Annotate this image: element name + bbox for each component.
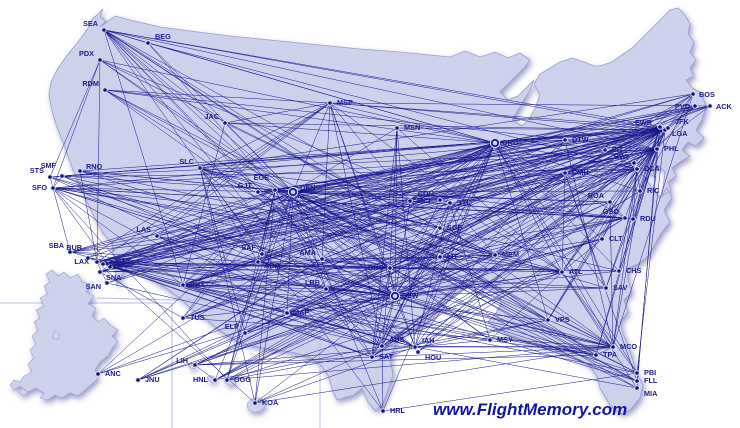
svg-text:PHL: PHL bbox=[664, 144, 679, 153]
svg-text:JNU: JNU bbox=[145, 375, 160, 384]
svg-text:GJT: GJT bbox=[238, 181, 253, 190]
svg-text:MSN: MSN bbox=[404, 123, 420, 132]
svg-text:SAF: SAF bbox=[241, 243, 256, 252]
svg-text:LGA: LGA bbox=[672, 129, 688, 138]
svg-text:MCO: MCO bbox=[620, 342, 637, 351]
svg-text:CLT: CLT bbox=[609, 234, 623, 243]
svg-text:SFO: SFO bbox=[32, 183, 47, 192]
svg-text:STL: STL bbox=[457, 198, 471, 207]
svg-text:CHS: CHS bbox=[626, 266, 642, 275]
svg-text:MSP: MSP bbox=[337, 98, 353, 107]
svg-text:JFK: JFK bbox=[675, 117, 690, 126]
svg-text:LBB: LBB bbox=[305, 278, 320, 287]
svg-text:IAH: IAH bbox=[422, 336, 435, 345]
svg-text:KOA: KOA bbox=[262, 398, 279, 407]
svg-text:AMA: AMA bbox=[299, 248, 316, 257]
svg-text:LAX: LAX bbox=[74, 257, 89, 266]
svg-text:SMF: SMF bbox=[41, 161, 57, 170]
svg-text:BEG: BEG bbox=[155, 32, 171, 41]
svg-text:MAF: MAF bbox=[293, 308, 309, 317]
svg-text:ORD: ORD bbox=[502, 138, 518, 147]
svg-text:ABQ: ABQ bbox=[264, 261, 281, 270]
svg-text:ATL: ATL bbox=[569, 267, 583, 276]
svg-text:SNA: SNA bbox=[106, 273, 122, 282]
svg-text:HOU: HOU bbox=[425, 353, 441, 362]
svg-text:BUR: BUR bbox=[66, 243, 83, 252]
svg-text:EGE: EGE bbox=[254, 173, 270, 182]
svg-text:MIA: MIA bbox=[644, 389, 658, 398]
svg-text:SBA: SBA bbox=[49, 241, 65, 250]
svg-text:BOS: BOS bbox=[699, 90, 715, 99]
svg-text:AUS: AUS bbox=[389, 335, 405, 344]
svg-text:SAV: SAV bbox=[613, 283, 628, 292]
svg-text:TUS: TUS bbox=[190, 313, 205, 322]
svg-text:BWI: BWI bbox=[614, 152, 628, 161]
svg-text:SGF: SGF bbox=[447, 223, 463, 232]
svg-text:DCA: DCA bbox=[644, 164, 661, 173]
svg-text:OKC: OKC bbox=[368, 263, 385, 272]
svg-text:MEM: MEM bbox=[502, 250, 519, 259]
svg-text:MSY: MSY bbox=[497, 335, 513, 344]
svg-text:GSO: GSO bbox=[603, 207, 620, 216]
svg-text:PVD: PVD bbox=[675, 102, 690, 111]
svg-text:RDM: RDM bbox=[82, 79, 99, 88]
svg-text:COU: COU bbox=[418, 189, 434, 198]
svg-text:ELP: ELP bbox=[225, 322, 239, 331]
svg-text:ACK: ACK bbox=[716, 102, 733, 111]
svg-text:EWR: EWR bbox=[635, 118, 653, 127]
svg-text:RDU: RDU bbox=[640, 214, 656, 223]
svg-text:SAN: SAN bbox=[86, 282, 101, 291]
svg-text:JAC: JAC bbox=[204, 112, 219, 121]
svg-text:www.FlightMemory.com: www.FlightMemory.com bbox=[433, 400, 627, 419]
svg-text:ROA: ROA bbox=[588, 191, 605, 200]
svg-text:PHX: PHX bbox=[190, 280, 205, 289]
svg-text:SEA: SEA bbox=[83, 19, 99, 28]
svg-text:LAS: LAS bbox=[136, 225, 151, 234]
svg-text:DEN: DEN bbox=[300, 183, 315, 192]
svg-text:PSP: PSP bbox=[116, 256, 131, 265]
svg-text:SAT: SAT bbox=[379, 352, 394, 361]
svg-text:HNL: HNL bbox=[193, 375, 209, 384]
svg-text:RNO: RNO bbox=[86, 162, 103, 171]
svg-text:PDX: PDX bbox=[79, 49, 94, 58]
svg-text:TPA: TPA bbox=[603, 350, 618, 359]
svg-text:HRL: HRL bbox=[390, 406, 406, 415]
svg-text:ANC: ANC bbox=[105, 369, 122, 378]
svg-text:VPS: VPS bbox=[555, 315, 570, 324]
svg-text:LIT: LIT bbox=[447, 252, 458, 261]
svg-text:CMH: CMH bbox=[572, 168, 589, 177]
svg-text:DFW: DFW bbox=[402, 291, 419, 300]
svg-text:FLL: FLL bbox=[644, 376, 658, 385]
svg-text:DTW: DTW bbox=[572, 135, 589, 144]
svg-text:OGG: OGG bbox=[234, 375, 251, 384]
svg-text:LIH: LIH bbox=[176, 356, 188, 365]
svg-text:SLC: SLC bbox=[179, 157, 194, 166]
svg-text:RIC: RIC bbox=[647, 186, 660, 195]
